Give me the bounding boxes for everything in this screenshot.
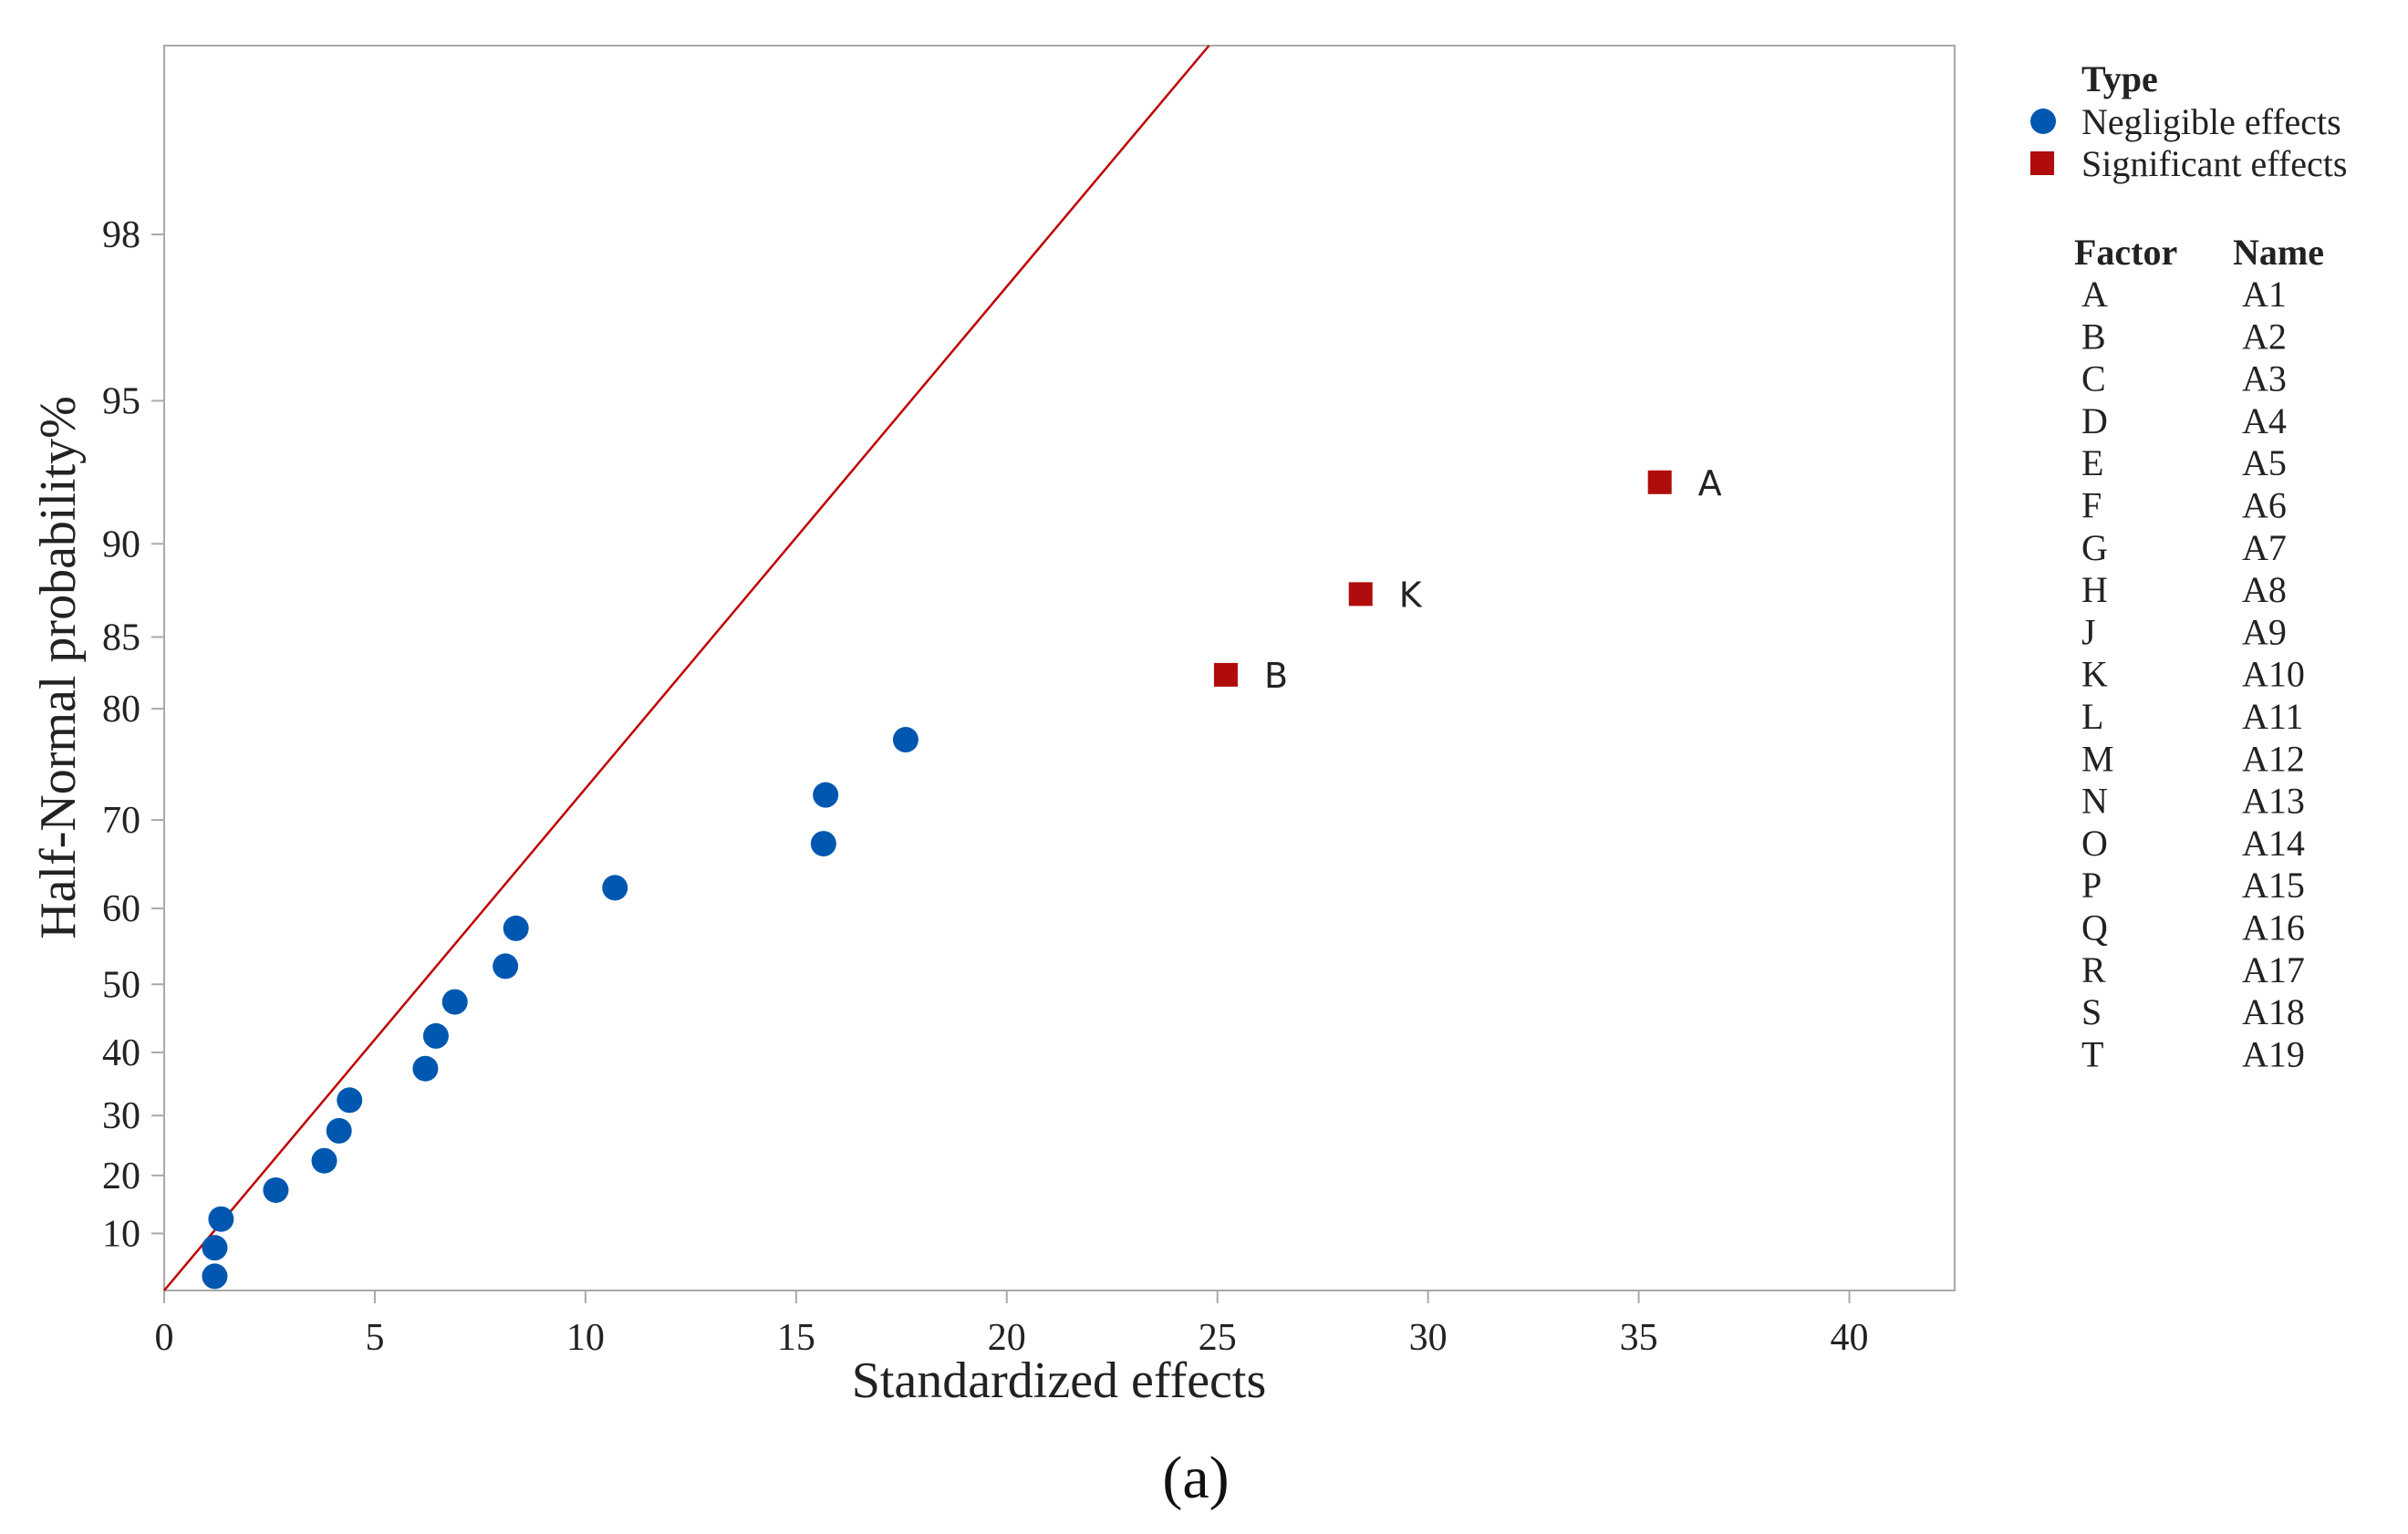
factor-name: A2 bbox=[2242, 316, 2287, 357]
factor-letter: Q bbox=[2081, 907, 2108, 948]
significant-effect-label: A bbox=[1698, 463, 1722, 503]
x-tick-label: 20 bbox=[988, 1317, 1026, 1359]
x-tick-label: 5 bbox=[365, 1317, 384, 1359]
negligible-effect-point bbox=[813, 782, 839, 808]
y-axis-label: Half-Normal probability% bbox=[30, 396, 87, 939]
negligible-effect-point bbox=[503, 915, 529, 941]
factor-letter: E bbox=[2081, 442, 2103, 483]
y-tick-label: 85 bbox=[102, 617, 140, 658]
legend-significant-label: Significant effects bbox=[2081, 143, 2347, 184]
factor-letter: T bbox=[2081, 1033, 2103, 1074]
negligible-effect-point bbox=[311, 1147, 337, 1174]
x-axis-label: Standardized effects bbox=[852, 1353, 1267, 1409]
negligible-effect-point bbox=[202, 1235, 228, 1261]
x-tick-label: 15 bbox=[777, 1317, 815, 1359]
y-tick-label: 70 bbox=[102, 800, 140, 842]
negligible-effect-point bbox=[441, 989, 468, 1015]
negligible-effect-point bbox=[892, 727, 919, 753]
significant-effect-label: B bbox=[1264, 656, 1288, 696]
negligible-effect-point bbox=[326, 1117, 352, 1144]
y-tick-label: 98 bbox=[102, 214, 140, 256]
legend-negligible-label: Negligible effects bbox=[2081, 101, 2341, 142]
factor-name: A5 bbox=[2242, 442, 2287, 483]
significant-effect-point bbox=[1213, 662, 1238, 687]
x-tick-label: 40 bbox=[1831, 1317, 1869, 1359]
factor-letter: G bbox=[2081, 527, 2108, 568]
legend-significant-marker bbox=[2030, 151, 2054, 175]
factor-name: A15 bbox=[2242, 865, 2305, 906]
y-tick-label: 95 bbox=[102, 380, 140, 422]
negligible-effect-point bbox=[810, 831, 836, 857]
negligible-effect-point bbox=[602, 875, 628, 901]
negligible-effect-point bbox=[337, 1087, 363, 1114]
factor-letter: C bbox=[2081, 358, 2106, 399]
x-axis-ticks: 0 5 10 15 20 25 30 35 40 bbox=[155, 1290, 1869, 1359]
factor-letter: R bbox=[2081, 949, 2106, 990]
factor-letter: K bbox=[2081, 654, 2108, 695]
negligible-effect-point bbox=[493, 953, 519, 979]
x-tick-label: 35 bbox=[1620, 1317, 1658, 1359]
factor-name: A4 bbox=[2242, 400, 2287, 441]
factor-letter: F bbox=[2081, 485, 2102, 526]
factor-letter: O bbox=[2081, 823, 2108, 864]
x-tick-label: 10 bbox=[566, 1317, 605, 1359]
plot-frame bbox=[163, 45, 1956, 1291]
factor-name: A16 bbox=[2242, 907, 2305, 948]
factor-name: A18 bbox=[2242, 991, 2305, 1032]
factor-letter: N bbox=[2081, 781, 2108, 822]
factor-name: A1 bbox=[2242, 274, 2287, 315]
factor-name: A12 bbox=[2242, 738, 2305, 779]
factor-letter: B bbox=[2081, 316, 2106, 357]
y-tick-label: 40 bbox=[102, 1032, 140, 1074]
y-tick-label: 10 bbox=[102, 1213, 140, 1255]
factor-letter: D bbox=[2081, 400, 2108, 441]
factor-name: A7 bbox=[2242, 527, 2287, 568]
x-tick-label: 25 bbox=[1199, 1317, 1237, 1359]
factor-name: A6 bbox=[2242, 485, 2287, 526]
negligible-effect-point bbox=[208, 1206, 234, 1232]
factor-name: A8 bbox=[2242, 569, 2287, 610]
factor-table: Factor Name A A1 B A2 C A3 D A4 E A5 F A6 G A7 H A8 J A9 K… bbox=[2074, 232, 2324, 1074]
factor-letter: S bbox=[2081, 991, 2102, 1032]
factor-name: A13 bbox=[2242, 781, 2305, 822]
legend-title: Type bbox=[2081, 58, 2158, 99]
factor-name: A14 bbox=[2242, 823, 2305, 864]
y-tick-label: 90 bbox=[102, 523, 140, 565]
factor-name: A11 bbox=[2242, 696, 2303, 737]
factor-name: A19 bbox=[2242, 1033, 2305, 1074]
y-tick-label: 50 bbox=[102, 964, 140, 1006]
factor-name: A17 bbox=[2242, 949, 2305, 990]
y-axis-ticks: 10 20 30 40 50 60 70 80 85 90 95 98 bbox=[102, 214, 164, 1255]
x-tick-label: 30 bbox=[1409, 1317, 1448, 1359]
factor-name: A3 bbox=[2242, 358, 2287, 399]
factor-name: A9 bbox=[2242, 611, 2287, 652]
significant-effect-point bbox=[1647, 470, 1672, 494]
negligible-effect-point bbox=[412, 1055, 439, 1082]
factor-letter: J bbox=[2081, 611, 2096, 652]
y-tick-label: 60 bbox=[102, 888, 140, 930]
factor-letter: P bbox=[2081, 865, 2102, 906]
significant-effect-point bbox=[1348, 582, 1373, 606]
significant-effect-label: K bbox=[1399, 575, 1423, 615]
y-tick-label: 20 bbox=[102, 1156, 140, 1197]
figure-caption: (a) bbox=[1162, 1445, 1229, 1511]
y-tick-label: 30 bbox=[102, 1095, 140, 1137]
factor-letter: M bbox=[2081, 738, 2114, 779]
factor-table-header-factor: Factor bbox=[2074, 232, 2177, 273]
factor-letter: H bbox=[2081, 569, 2108, 610]
reference-line bbox=[163, 45, 1210, 1291]
negligible-effect-point bbox=[202, 1263, 228, 1290]
negligible-effect-point bbox=[263, 1176, 289, 1203]
legend: Type Negligible effects Significant effe… bbox=[2030, 58, 2347, 184]
y-tick-label: 80 bbox=[102, 689, 140, 731]
factor-table-header-name: Name bbox=[2233, 232, 2324, 273]
legend-negligible-marker bbox=[2030, 109, 2056, 134]
factor-name: A10 bbox=[2242, 654, 2305, 695]
negligible-effect-point bbox=[422, 1022, 449, 1049]
factor-letter: L bbox=[2081, 696, 2103, 737]
x-tick-label: 0 bbox=[155, 1317, 174, 1359]
data-points: B K A bbox=[202, 463, 1722, 1290]
factor-letter: A bbox=[2081, 274, 2108, 315]
